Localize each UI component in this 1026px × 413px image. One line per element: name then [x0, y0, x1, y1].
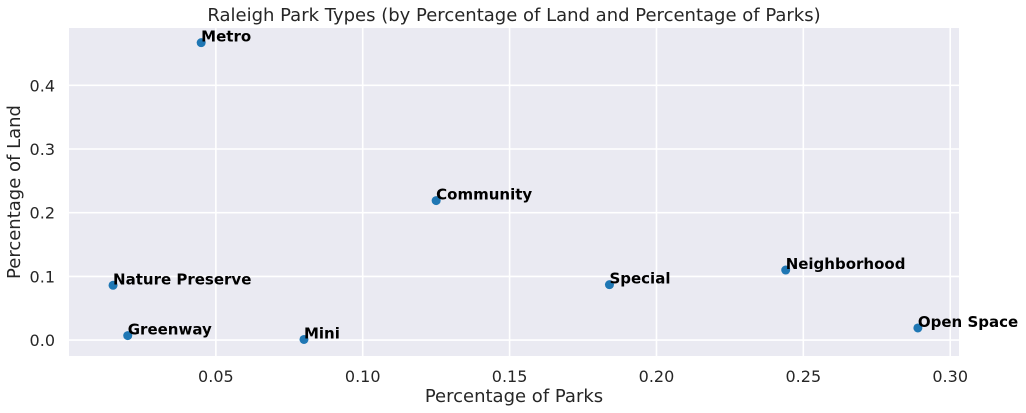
- y-tick-label: 0.3: [30, 140, 55, 159]
- grid-lines: [69, 28, 959, 356]
- point-label: Community: [436, 186, 532, 204]
- y-tick-label: 0.1: [30, 267, 55, 286]
- y-axis-label: Percentage of Land: [4, 105, 25, 279]
- point-label: Mini: [304, 324, 340, 342]
- x-tick-label: 0.15: [492, 367, 528, 386]
- data-point: [299, 334, 309, 344]
- x-tick-label: 0.05: [198, 367, 234, 386]
- point-label: Nature Preserve: [113, 270, 251, 288]
- point-labels: Metro Community Nature Preserve Special Neig…: [113, 28, 1018, 343]
- data-point: [431, 196, 441, 206]
- point-label: Greenway: [128, 321, 212, 339]
- data-point: [913, 323, 923, 333]
- chart-title: Raleigh Park Types (by Percentage of Lan…: [207, 5, 820, 26]
- plot-area: [69, 28, 959, 356]
- data-point: [604, 280, 614, 290]
- data-point: [196, 38, 206, 48]
- y-tick-label: 0.0: [30, 331, 55, 350]
- y-tick-label: 0.2: [30, 204, 55, 223]
- x-tick-label: 0.30: [932, 367, 968, 386]
- x-axis-label: Percentage of Parks: [425, 386, 603, 407]
- x-tick-label: 0.20: [639, 367, 675, 386]
- x-tick-label: 0.10: [345, 367, 381, 386]
- point-label: Neighborhood: [786, 255, 906, 273]
- point-label: Open Space: [918, 313, 1018, 331]
- data-point: [108, 280, 118, 290]
- data-point: [781, 265, 791, 275]
- tick-labels: 0.05 0.10 0.15 0.20 0.25 0.30 0.0 0.1 0.2 0.3 0.4: [30, 76, 968, 386]
- y-tick-label: 0.4: [30, 76, 55, 95]
- data-point: [123, 331, 133, 341]
- x-tick-label: 0.25: [786, 367, 822, 386]
- point-label: Special: [609, 270, 670, 288]
- point-label: Metro: [201, 28, 251, 46]
- data-points: [108, 38, 923, 344]
